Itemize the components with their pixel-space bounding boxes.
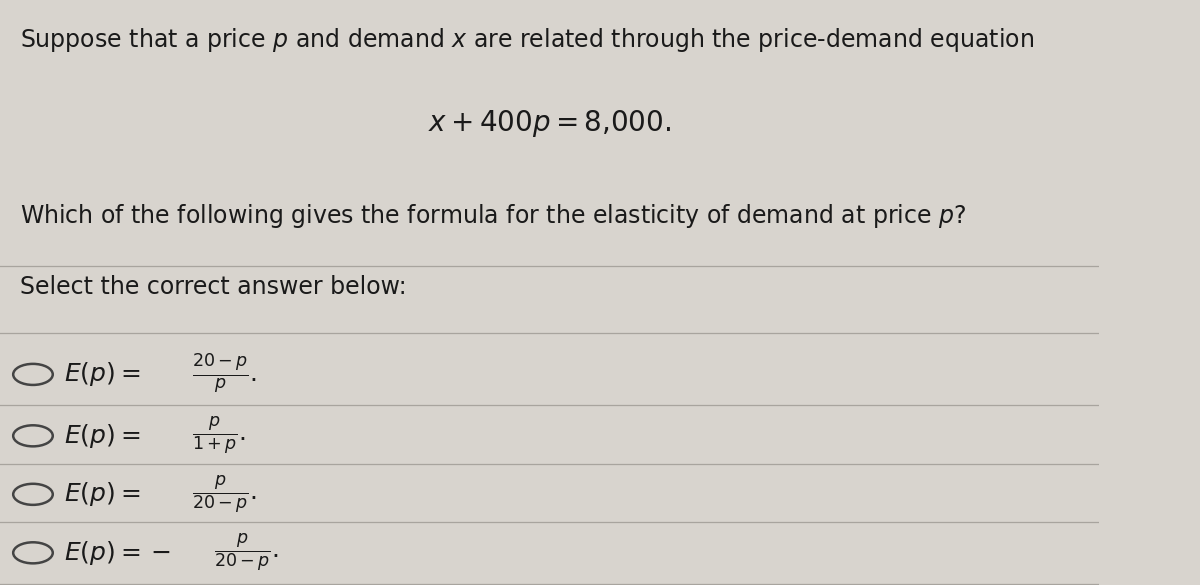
Text: $\frac{p}{20-p}.$: $\frac{p}{20-p}.$ (215, 532, 280, 574)
Text: $E(p) =$: $E(p) =$ (64, 480, 140, 508)
Text: $x + 400p = 8{,}000.$: $x + 400p = 8{,}000.$ (428, 108, 671, 139)
Text: Which of the following gives the formula for the elasticity of demand at price $: Which of the following gives the formula… (19, 202, 966, 230)
Text: Suppose that a price $p$ and demand $x$ are related through the price-demand equ: Suppose that a price $p$ and demand $x$ … (19, 26, 1034, 54)
Text: $E(p) =$: $E(p) =$ (64, 422, 140, 450)
Text: $E(p) = -$: $E(p) = -$ (64, 539, 170, 567)
Text: $\frac{20-p}{p}.$: $\frac{20-p}{p}.$ (192, 353, 258, 396)
Text: $\frac{p}{20-p}.$: $\frac{p}{20-p}.$ (192, 473, 258, 515)
Text: $E(p) =$: $E(p) =$ (64, 360, 140, 388)
Text: $\frac{p}{1+p}.$: $\frac{p}{1+p}.$ (192, 415, 246, 457)
Text: Select the correct answer below:: Select the correct answer below: (19, 275, 407, 299)
